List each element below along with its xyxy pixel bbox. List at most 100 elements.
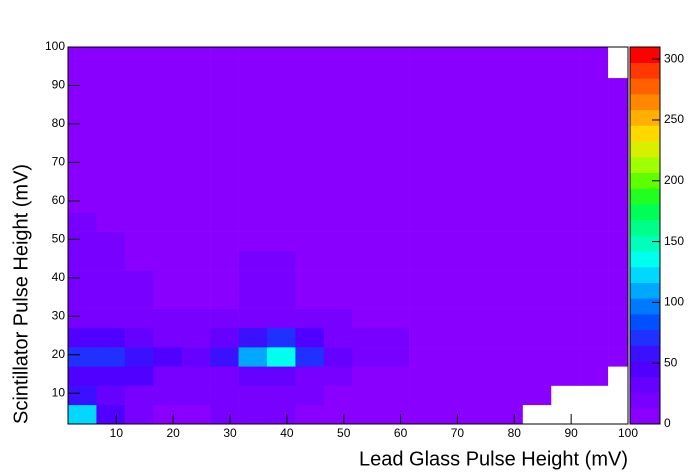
heatmap-cell <box>437 366 467 386</box>
heatmap-cell <box>295 58 325 79</box>
heatmap-cell <box>409 327 438 348</box>
heatmap-cell <box>551 385 580 406</box>
heatmap-cell <box>579 366 609 386</box>
heatmap-cell <box>409 404 438 425</box>
heatmap-cell <box>210 77 239 98</box>
heatmap-cell <box>210 231 239 252</box>
color-swatch <box>630 314 660 331</box>
heatmap-cell <box>494 327 524 348</box>
colorbar-tick-label: 250 <box>664 112 684 126</box>
heatmap-cell <box>437 116 467 136</box>
heatmap-cell <box>608 366 629 386</box>
heatmap-cell <box>551 347 580 367</box>
heatmap-cell <box>124 250 154 271</box>
heatmap-cell <box>437 385 467 406</box>
heatmap-cell <box>181 327 211 348</box>
heatmap-cell <box>465 193 495 213</box>
heatmap-cell <box>323 327 353 348</box>
heatmap-cell <box>494 212 524 232</box>
heatmap-cell <box>124 97 154 117</box>
heatmap-cell <box>96 385 126 406</box>
heatmap-cell <box>323 366 353 386</box>
heatmap-cell <box>323 385 353 406</box>
color-swatch <box>630 392 660 409</box>
heatmap-cell <box>608 385 629 406</box>
heatmap-cell <box>437 212 467 232</box>
heatmap-cell <box>181 47 211 59</box>
heatmap-cell <box>68 116 97 136</box>
heatmap-cell <box>68 212 97 232</box>
heatmap-cell <box>579 77 609 98</box>
heatmap-cell <box>238 289 268 309</box>
heatmap-cell <box>323 154 353 175</box>
heatmap-cell <box>68 58 97 79</box>
heatmap-cell <box>494 77 524 98</box>
heatmap-cell <box>181 212 211 232</box>
heatmap-cell <box>124 77 154 98</box>
heatmap-cell <box>210 327 239 348</box>
color-swatch <box>630 172 660 189</box>
heatmap-cell <box>437 77 467 98</box>
heatmap-cell <box>266 135 296 156</box>
heatmap-cell <box>409 116 438 136</box>
color-swatch <box>630 282 660 299</box>
heatmap-cell <box>96 327 126 348</box>
heatmap-cell <box>210 308 239 329</box>
heatmap-cell <box>96 58 126 79</box>
heatmap-cell <box>551 289 580 309</box>
heatmap-cell <box>380 231 410 252</box>
color-swatch <box>630 156 660 173</box>
heatmap-cell <box>295 231 325 252</box>
color-swatch <box>630 141 660 158</box>
heatmap-cell <box>352 173 381 194</box>
heatmap-cell <box>608 270 629 290</box>
heatmap-cell <box>238 250 268 271</box>
heatmap-cell <box>522 327 552 348</box>
heatmap-cell <box>153 173 183 194</box>
heatmap-cell <box>124 270 154 290</box>
heatmap-cell <box>266 327 296 348</box>
heatmap-cell <box>181 154 211 175</box>
heatmap-cell <box>68 289 97 309</box>
heatmap-cell <box>608 47 629 59</box>
heatmap-cell <box>437 58 467 79</box>
heatmap-cell <box>551 58 580 79</box>
heatmap-cell <box>465 154 495 175</box>
heatmap-cell <box>295 308 325 329</box>
heatmap-cell <box>153 289 183 309</box>
heatmap-cell <box>608 327 629 348</box>
heatmap-cell <box>68 135 97 156</box>
heatmap-cell <box>266 47 296 59</box>
heatmap-cell <box>608 173 629 194</box>
heatmap-cell <box>465 173 495 194</box>
heatmap-cell <box>522 97 552 117</box>
x-tick-label: 60 <box>394 426 408 440</box>
heatmap-cell <box>68 327 97 348</box>
heatmap-cell <box>238 116 268 136</box>
heatmap-cell <box>295 135 325 156</box>
heatmap-cell <box>238 193 268 213</box>
heatmap-cell <box>266 193 296 213</box>
heatmap-cell <box>465 77 495 98</box>
heatmap-cell <box>295 327 325 348</box>
heatmap-cell <box>181 58 211 79</box>
heatmap-cell <box>352 154 381 175</box>
heatmap-cell <box>68 250 97 271</box>
heatmap-cell <box>352 308 381 329</box>
heatmap-cell <box>181 347 211 367</box>
heatmap-cell <box>210 289 239 309</box>
heatmap-cell <box>608 231 629 252</box>
heatmap-cell <box>181 173 211 194</box>
heatmap-cell <box>465 289 495 309</box>
heatmap-cell <box>323 270 353 290</box>
heatmap-cell <box>323 47 353 59</box>
heatmap-cell <box>210 173 239 194</box>
heatmap-cell <box>181 289 211 309</box>
x-tick-label: 70 <box>451 426 465 440</box>
y-tick-label: 80 <box>52 116 66 130</box>
colorbar-tick-label: 300 <box>664 51 684 65</box>
heatmap-cell <box>437 231 467 252</box>
heatmap-cell <box>96 173 126 194</box>
x-tick-label: 10 <box>110 426 124 440</box>
